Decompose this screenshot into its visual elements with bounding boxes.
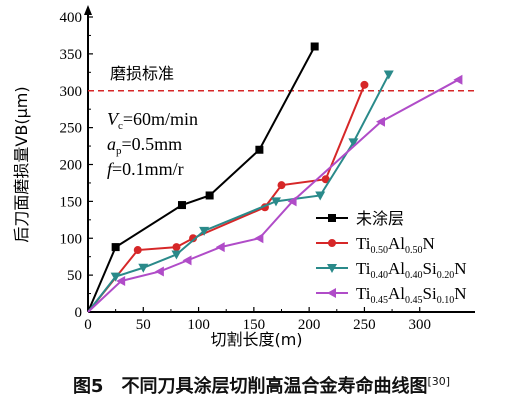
y-tick-label: 200 xyxy=(60,158,83,174)
y-tick-label: 350 xyxy=(60,47,83,63)
figure-caption: 图5 不同刀具涂层切削高温合金寿命曲线图[30] xyxy=(0,372,523,398)
marker-circle xyxy=(172,243,181,252)
marker-circle xyxy=(360,80,369,89)
legend-item-3: Ti0.40Al0.40Si0.20N xyxy=(316,259,466,281)
legend-label: 未涂层 xyxy=(356,209,404,228)
y-tick-label: 400 xyxy=(60,10,83,26)
marker-triangle-down xyxy=(383,70,394,80)
x-tick-label: 150 xyxy=(243,317,266,333)
series-group xyxy=(87,42,463,313)
y-tick-label: 50 xyxy=(67,268,82,284)
marker-square xyxy=(255,145,264,154)
x-axis-title: 切割长度(m) xyxy=(210,330,302,349)
marker-triangle-left xyxy=(254,233,264,244)
marker-triangle-down xyxy=(138,263,149,273)
y-axis-arrow xyxy=(84,5,92,15)
marker-triangle-down xyxy=(199,226,210,236)
marker-triangle-left xyxy=(215,242,225,253)
y-tick-label: 0 xyxy=(75,305,83,321)
series-2 xyxy=(87,80,369,313)
marker-triangle-left xyxy=(154,266,164,277)
marker-triangle-down xyxy=(327,264,337,273)
y-tick-label: 150 xyxy=(60,194,83,210)
reference-line-group: 磨损标准 xyxy=(88,64,475,92)
x-tick-label: 50 xyxy=(136,317,151,333)
series-line xyxy=(87,46,316,313)
marker-triangle-down xyxy=(171,250,182,260)
series-1 xyxy=(87,42,319,313)
marker-triangle-down xyxy=(270,197,281,207)
legend-label: Ti0.50Al0.50N xyxy=(356,234,435,256)
marker-square xyxy=(177,201,186,210)
condition-label: f=0.1mm/r xyxy=(107,159,184,179)
legend-label: Ti0.45Al0.45Si0.10N xyxy=(356,284,466,306)
marker-square xyxy=(111,243,120,252)
condition-label: ap=0.5mm xyxy=(107,134,182,157)
x-tick-label: 200 xyxy=(298,317,321,333)
marker-triangle-left xyxy=(376,116,386,127)
axes: 0 50 100 150 200 250 300 0 50 100 150 200 250 300 350 4… xyxy=(12,5,475,349)
condition-label: Vc=60m/min xyxy=(107,109,198,132)
marker-circle xyxy=(189,234,198,243)
y-tick-label: 300 xyxy=(60,84,83,100)
legend-item-2: Ti0.50Al0.50N xyxy=(316,234,435,256)
marker-triangle-left xyxy=(182,255,192,266)
marker-circle xyxy=(328,239,336,247)
marker-triangle-left xyxy=(327,288,336,298)
marker-circle xyxy=(277,181,286,190)
series-line xyxy=(87,84,366,313)
series-3 xyxy=(87,70,394,313)
reference-line-label: 磨损标准 xyxy=(110,64,174,83)
marker-circle xyxy=(133,246,142,255)
marker-square xyxy=(328,214,336,222)
marker-triangle-down xyxy=(110,272,121,282)
x-tick-label: 250 xyxy=(353,317,376,333)
x-tick-label: 100 xyxy=(187,317,210,333)
legend-item-1: 未涂层 xyxy=(316,209,404,228)
y-tick-label: 250 xyxy=(60,121,83,137)
marker-square xyxy=(310,42,319,51)
x-tick-label: 300 xyxy=(408,317,431,333)
y-tick-label: 100 xyxy=(60,231,83,247)
x-tick-label: 0 xyxy=(84,317,92,333)
marker-triangle-left xyxy=(287,196,297,207)
legend-label: Ti0.40Al0.40Si0.20N xyxy=(356,259,466,281)
marker-triangle-down xyxy=(315,191,326,201)
y-axis-title: 后刀面磨损量VB(μm) xyxy=(12,86,31,242)
legend-item-4: Ti0.45Al0.45Si0.10N xyxy=(316,284,466,306)
series-4 xyxy=(87,74,463,313)
marker-square xyxy=(205,191,214,200)
marker-triangle-left xyxy=(116,276,126,287)
marker-circle xyxy=(321,175,330,184)
marker-triangle-down xyxy=(348,138,359,148)
legend: 未涂层 Ti0.50Al0.50N Ti0.40Al0.40Si0.20N Ti0.4… xyxy=(316,209,466,306)
caption-text: 图5 不同刀具涂层切削高温合金寿命曲线图 xyxy=(72,376,428,397)
caption-ref: [30] xyxy=(427,375,451,388)
marker-triangle-left xyxy=(453,74,463,85)
